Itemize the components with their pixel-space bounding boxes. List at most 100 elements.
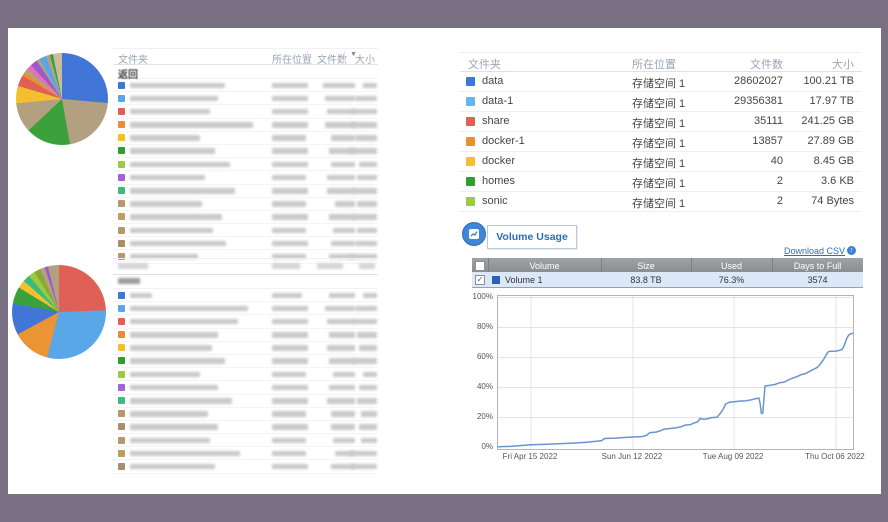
color-swatch <box>118 449 125 457</box>
blurred-folder-row[interactable] <box>113 198 378 211</box>
color-swatch <box>466 96 475 106</box>
blurred-folder-row[interactable] <box>113 395 378 408</box>
sort-desc-icon[interactable]: ▼ <box>350 51 357 58</box>
download-csv-link[interactable]: Download CSV <box>783 246 845 256</box>
blurred-folder-row[interactable] <box>113 289 378 303</box>
folder-row[interactable]: sonic 存储空间 1 2 74 Bytes <box>460 192 862 212</box>
blurred-filecount <box>323 82 355 88</box>
select-all-checkbox[interactable] <box>475 260 485 271</box>
blurred-size <box>363 371 377 378</box>
color-swatch <box>118 423 125 431</box>
folder-row[interactable]: data-1 存储空间 1 29356381 17.97 TB <box>460 92 862 112</box>
blurred-folder-name <box>130 174 205 181</box>
blurred-folder-name <box>130 108 210 115</box>
blurred-folder-row[interactable] <box>113 342 378 355</box>
blurred-folder-row[interactable] <box>113 434 378 448</box>
color-swatch <box>118 121 125 129</box>
color-swatch <box>118 397 125 404</box>
y-axis-tick-label: 80% <box>476 321 493 331</box>
blurred-filecount <box>325 95 355 102</box>
blurred-folder-row[interactable] <box>113 237 378 251</box>
color-swatch <box>118 81 125 89</box>
blurred-folder-row[interactable] <box>113 211 378 225</box>
back-link[interactable]: 返回 <box>118 70 138 81</box>
blurred-filecount <box>329 214 355 220</box>
column-header-folder[interactable]: 文件夹 <box>468 59 501 71</box>
column-header-used[interactable]: Used <box>720 260 742 271</box>
blurred-size <box>355 240 377 247</box>
folder-row[interactable]: share 存储空间 1 35111 241.25 GB <box>460 112 862 132</box>
color-swatch <box>118 357 125 365</box>
y-axis-tick-label: 40% <box>476 381 493 391</box>
folder-name: data <box>482 75 504 87</box>
blurred-folder-row[interactable] <box>113 79 378 93</box>
column-header-filecount[interactable]: 文件数 <box>317 55 347 66</box>
blurred-folder-row[interactable] <box>113 132 378 145</box>
volume-row[interactable]: ✓ Volume 1 83.8 TB 76.3% 3574 <box>472 272 863 288</box>
blurred-location <box>272 398 308 404</box>
volume-checkbox[interactable]: ✓ <box>475 274 485 285</box>
blurred-filecount <box>327 188 355 194</box>
color-swatch <box>118 252 125 260</box>
blurred-folder-row[interactable] <box>113 315 378 329</box>
blurred-folder-row[interactable] <box>113 329 378 342</box>
blurred-folder-row[interactable] <box>113 224 378 238</box>
folder-name: docker <box>482 155 516 167</box>
blurred-folder-row[interactable] <box>113 105 378 119</box>
blurred-folder-row[interactable] <box>113 185 378 198</box>
blurred-back-link[interactable] <box>118 278 140 284</box>
column-header-volume[interactable]: Volume <box>529 260 560 271</box>
blurred-folder-row[interactable] <box>113 302 378 316</box>
column-header-folder[interactable]: 文件夹 <box>118 55 148 66</box>
blurred-size <box>357 227 377 234</box>
folder-row[interactable]: data 存储空间 1 28602027 100.21 TB <box>460 72 862 92</box>
blurred-filecount <box>329 384 355 391</box>
blurred-folder-row[interactable] <box>113 421 378 435</box>
blurred-folder-row[interactable] <box>113 447 378 461</box>
download-csv-icon[interactable]: ↑ <box>847 246 856 255</box>
folder-row[interactable]: docker-1 存储空间 1 13857 27.89 GB <box>460 132 862 152</box>
column-header-days-to-full[interactable]: Days to Full <box>793 260 842 271</box>
folder-filecount: 2 <box>776 195 783 207</box>
blurred-folder-row[interactable] <box>113 171 378 185</box>
column-header-size[interactable]: 大小 <box>355 55 375 66</box>
column-header-location[interactable]: 所在位置 <box>632 59 676 71</box>
folder-row[interactable]: docker 存储空间 1 40 8.45 GB <box>460 152 862 172</box>
color-swatch <box>466 176 475 186</box>
blurred-folder-row[interactable] <box>113 92 378 106</box>
column-header-location[interactable]: 所在位置 <box>272 55 312 66</box>
blurred-folder-row[interactable] <box>113 145 378 159</box>
blurred-folder-name <box>130 82 225 88</box>
blurred-size <box>351 122 377 128</box>
blurred-folder-row[interactable] <box>113 355 378 369</box>
blurred-folder-row[interactable] <box>113 381 378 395</box>
blurred-folder-row[interactable] <box>113 460 378 474</box>
blurred-folder-row[interactable] <box>113 408 378 421</box>
usage-line-chart-svg <box>497 296 854 449</box>
folder-row[interactable]: homes 存储空间 1 2 3.6 KB <box>460 172 862 192</box>
color-swatch <box>118 147 125 155</box>
blurred-filecount <box>331 135 355 141</box>
volume-usage-title: Volume Usage <box>487 225 577 249</box>
blurred-folder-name <box>130 358 225 364</box>
blurred-folder-name <box>130 371 200 378</box>
column-header-filecount[interactable]: 文件数 <box>750 59 783 71</box>
back-link-row[interactable] <box>113 275 378 289</box>
color-swatch <box>118 200 125 208</box>
blurred-location <box>272 437 306 444</box>
blurred-location <box>272 201 306 207</box>
blurred-folder-row[interactable] <box>113 368 378 382</box>
back-link-row[interactable]: 返回 <box>113 65 378 81</box>
blurred-filecount <box>331 161 355 168</box>
column-header-size[interactable]: Size <box>637 260 655 271</box>
blurred-filecount <box>331 411 355 417</box>
volume-color-swatch <box>492 275 500 284</box>
blurred-folder-row[interactable] <box>113 250 378 264</box>
blurred-folder-row[interactable] <box>113 158 378 172</box>
column-header-size[interactable]: 大小 <box>832 59 854 71</box>
blurred-folder-name <box>130 318 238 325</box>
y-axis-tick-label: 0% <box>481 441 493 451</box>
blurred-header <box>272 263 300 269</box>
volume-size: 83.8 TB <box>630 275 662 285</box>
blurred-folder-row[interactable] <box>113 119 378 132</box>
